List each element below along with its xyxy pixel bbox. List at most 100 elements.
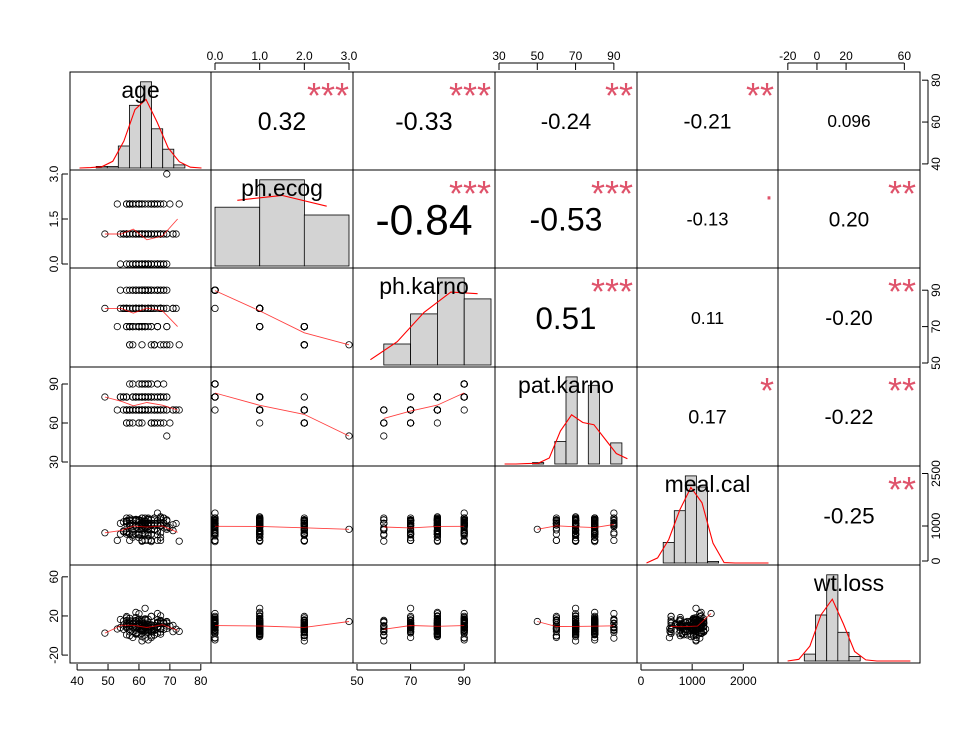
scatter-point — [172, 625, 180, 633]
tick-label: 40 — [929, 157, 943, 171]
correlation-cell-ph.ecog-ph.karno: -0.84*** — [375, 173, 491, 244]
scatter-point — [591, 627, 599, 635]
histogram-bar — [151, 128, 164, 169]
scatter-point — [591, 623, 599, 631]
correlation-cell-ph.ecog-meal.cal: -0.13 · — [687, 180, 774, 230]
scatter-point — [460, 380, 468, 388]
scatter-point — [300, 614, 308, 622]
diagonal-panel-meal.cal: meal.cal — [646, 471, 769, 564]
scatter-point — [571, 625, 580, 633]
scatter-point — [256, 521, 264, 529]
scatter-point — [157, 419, 165, 427]
scatter-point — [129, 341, 137, 349]
tick-label: 90 — [607, 49, 621, 63]
scatter-point — [160, 514, 168, 522]
variable-label: age — [121, 77, 159, 103]
panel-border — [210, 267, 354, 368]
scatter-point — [571, 521, 580, 529]
scatter-point — [433, 527, 441, 535]
scatter-point — [153, 322, 162, 331]
scatter-point — [126, 419, 134, 427]
scatter-point — [571, 604, 580, 612]
correlation-value: -0.25 — [823, 504, 874, 529]
scatter-panel-meal.cal-vs-age — [101, 509, 183, 546]
scatter-point — [406, 406, 415, 414]
variable-label: ph.ecog — [241, 175, 323, 201]
scatter-point — [153, 536, 162, 545]
scatter-point — [101, 393, 109, 401]
scatter-point — [172, 519, 180, 528]
scatter-point — [166, 419, 174, 427]
histogram-bar — [803, 653, 816, 662]
scatter-point — [552, 618, 561, 626]
correlation-cell-ph.karno-meal.cal: 0.11 — [691, 308, 724, 328]
scatter-point — [211, 617, 219, 626]
variable-label: meal.cal — [665, 471, 751, 497]
scatter-point — [300, 322, 308, 331]
scatter-point — [676, 613, 684, 622]
scatter-point — [163, 432, 171, 440]
scatter-point — [172, 406, 180, 414]
bottom-axis-meal.cal: 0 1000 2000 — [638, 664, 757, 688]
correlation-value: -0.20 — [825, 307, 872, 330]
scatter-point — [256, 534, 264, 542]
scatter-point — [571, 517, 580, 525]
correlation-value: -0.33 — [395, 108, 452, 136]
scatter-point — [211, 623, 219, 631]
histogram-bar — [162, 148, 175, 169]
scatter-point — [157, 393, 165, 401]
scatter-point — [138, 341, 146, 349]
tick-label: 1.0 — [251, 49, 268, 63]
tick-label: 80 — [194, 674, 208, 688]
scatter-point — [153, 517, 162, 525]
correlation-value: 0.096 — [827, 111, 870, 131]
scatter-point — [552, 614, 561, 622]
scatter-point — [380, 514, 388, 522]
scatter-point — [300, 514, 308, 522]
right-axis-ph.karno: 50 70 90 — [922, 283, 943, 370]
correlation-cell-ph.karno-pat.karno: 0.51*** — [536, 271, 633, 336]
panel-border — [69, 267, 212, 368]
tick-label: 70 — [929, 320, 943, 334]
correlation-cell-ph.ecog-wt.loss: 0.20 ** — [829, 173, 916, 231]
tick-label: 90 — [458, 674, 472, 688]
scatter-point — [591, 521, 599, 530]
tick-label: 50 — [929, 356, 943, 370]
correlation-cell-ph.karno-wt.loss: -0.20 ** — [825, 271, 916, 330]
scatter-point — [460, 393, 468, 401]
scatter-point — [175, 406, 183, 414]
scatter-point — [141, 393, 149, 401]
scatter-point — [129, 286, 137, 294]
scatter-point — [129, 419, 137, 427]
significance-stars: *** — [591, 173, 633, 214]
scatter-point — [141, 634, 149, 642]
scatter-point — [697, 608, 705, 617]
scatter-point — [380, 530, 388, 538]
scatter-point — [697, 627, 705, 635]
scatter-point — [132, 286, 140, 294]
correlation-value: 0.11 — [691, 308, 724, 328]
significance-stars: · — [764, 180, 774, 213]
scatter-point — [300, 406, 308, 414]
significance-stars: * — [760, 370, 774, 411]
scatter-point — [126, 322, 134, 331]
scatter-point — [141, 380, 149, 388]
scatter-point — [138, 419, 146, 427]
scatter-point — [610, 530, 618, 538]
density-line — [370, 291, 478, 361]
scatter-point — [141, 604, 149, 612]
correlation-cell-age-pat.karno: -0.24 ** — [541, 75, 633, 134]
histogram-bar — [303, 214, 350, 267]
scatter-panel-ph.karno-vs-ph.ecog — [211, 286, 353, 349]
correlation-cell-age-wt.loss: 0.096 — [827, 111, 870, 131]
scatter-point — [591, 529, 599, 537]
scatter-point — [113, 322, 121, 331]
scatter-point — [138, 406, 146, 414]
scatter-point — [116, 260, 125, 268]
scatter-point — [157, 260, 165, 268]
histogram-bar — [815, 614, 828, 662]
smooth-line — [104, 218, 178, 241]
density-line — [79, 98, 202, 169]
scatter-point — [380, 617, 388, 626]
scatter-point — [406, 536, 415, 545]
